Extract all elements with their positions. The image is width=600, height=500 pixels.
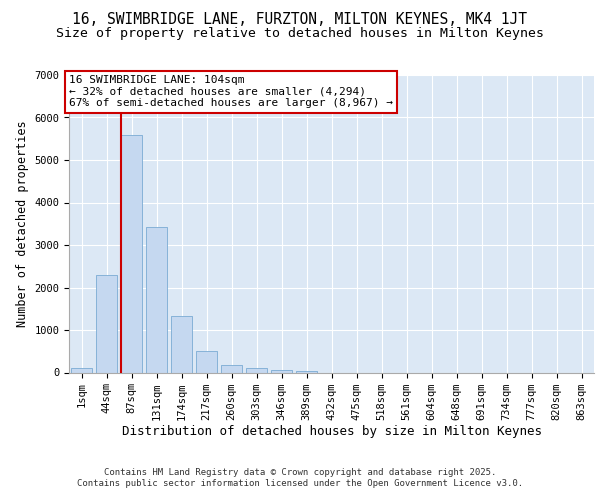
Bar (196, 351, 217, 372)
Bar (271, 370, 292, 372)
Bar (146, 227, 167, 372)
Text: Size of property relative to detached houses in Milton Keynes: Size of property relative to detached ho… (56, 28, 544, 40)
Bar (296, 371, 317, 372)
Y-axis label: Number of detached properties: Number of detached properties (16, 120, 29, 327)
Bar (71, 368, 92, 372)
Bar (96, 275, 117, 372)
Bar (221, 364, 242, 372)
Bar (246, 368, 267, 372)
X-axis label: Distribution of detached houses by size in Milton Keynes: Distribution of detached houses by size … (121, 426, 542, 438)
Bar (121, 136, 142, 372)
Text: 16, SWIMBRIDGE LANE, FURZTON, MILTON KEYNES, MK4 1JT: 16, SWIMBRIDGE LANE, FURZTON, MILTON KEY… (73, 12, 527, 28)
Text: Contains HM Land Registry data © Crown copyright and database right 2025.
Contai: Contains HM Land Registry data © Crown c… (77, 468, 523, 487)
Text: 16 SWIMBRIDGE LANE: 104sqm
← 32% of detached houses are smaller (4,294)
67% of s: 16 SWIMBRIDGE LANE: 104sqm ← 32% of deta… (69, 75, 393, 108)
Bar (171, 316, 192, 372)
